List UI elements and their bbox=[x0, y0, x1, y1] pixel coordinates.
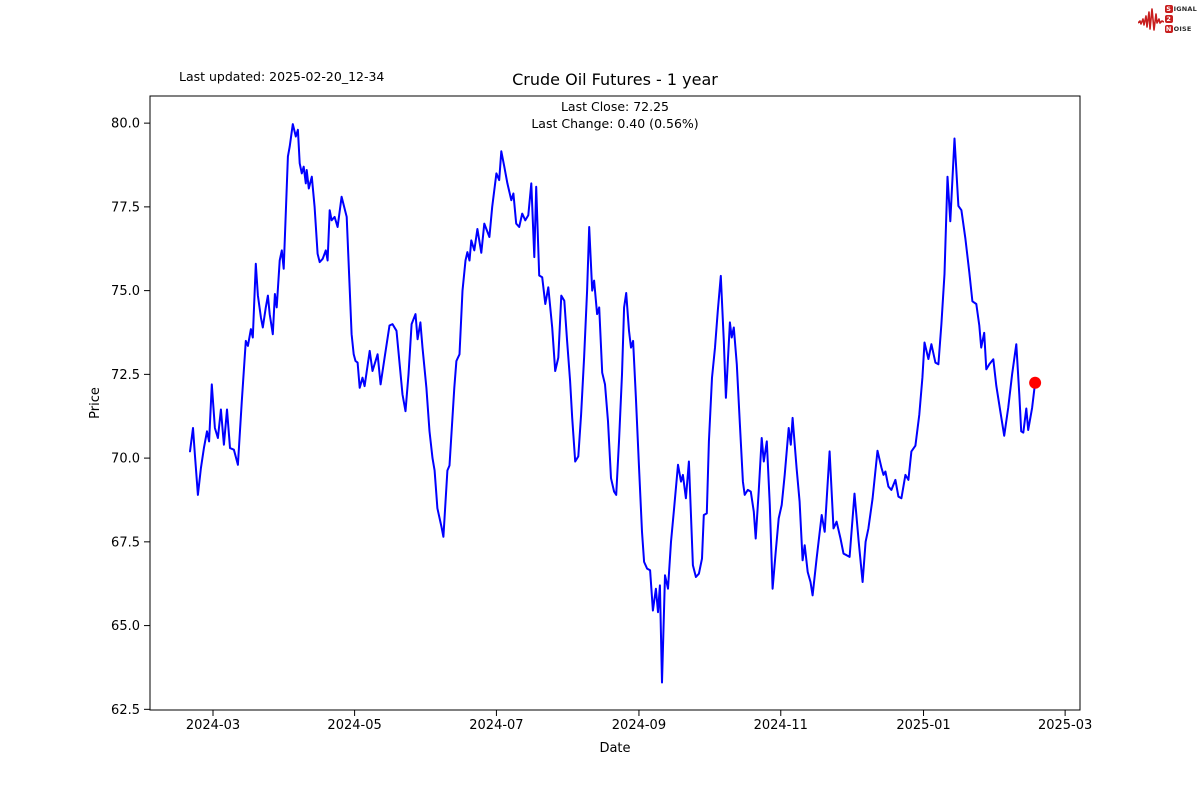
x-tick-label: 2024-03 bbox=[186, 718, 240, 733]
x-axis-label: Date bbox=[599, 741, 630, 756]
plot-frame bbox=[149, 95, 1081, 711]
x-tick-label: 2024-09 bbox=[612, 718, 666, 733]
y-tick-label: 80.0 bbox=[111, 117, 140, 132]
y-tick-label: 67.5 bbox=[111, 535, 140, 550]
y-tick-label: 70.0 bbox=[111, 452, 140, 467]
logo-letter-n: N bbox=[1164, 24, 1173, 33]
y-tick-label: 62.5 bbox=[111, 703, 140, 718]
x-tick-label: 2024-11 bbox=[754, 718, 808, 733]
price-line bbox=[189, 123, 1037, 684]
logo-letter-s: S bbox=[1164, 4, 1173, 13]
y-axis-label: Price bbox=[88, 387, 103, 419]
y-tick-label: 77.5 bbox=[111, 200, 140, 215]
waveform-icon bbox=[1137, 7, 1164, 31]
x-tick-label: 2024-05 bbox=[327, 718, 381, 733]
y-tick-label: 72.5 bbox=[111, 368, 140, 383]
last-close-annotation: Last Close: 72.25 Last Change: 0.40 (0.5… bbox=[150, 98, 1080, 132]
last-change-line: Last Change: 0.40 (0.56%) bbox=[531, 116, 699, 131]
logo-letter-2: 2 bbox=[1164, 14, 1173, 23]
logo-row-signal: S IGNAL bbox=[1164, 4, 1197, 13]
y-tick-label: 75.0 bbox=[111, 284, 140, 299]
x-tick-label: 2025-01 bbox=[896, 718, 950, 733]
last-close-line: Last Close: 72.25 bbox=[560, 99, 670, 114]
x-tick-label: 2024-07 bbox=[469, 718, 523, 733]
chart-title: Crude Oil Futures - 1 year bbox=[512, 70, 718, 89]
y-tick-label: 65.0 bbox=[111, 619, 140, 634]
last-close-marker bbox=[1029, 376, 1042, 389]
signal2noise-logo: S IGNAL 2 N OISE bbox=[1137, 4, 1197, 33]
logo-text-oise: OISE bbox=[1173, 24, 1192, 33]
x-tick-label: 2025-03 bbox=[1038, 718, 1092, 733]
logo-row-noise: N OISE bbox=[1164, 24, 1197, 33]
last-updated-text: Last updated: 2025-02-20_12-34 bbox=[179, 69, 385, 84]
logo-row-two: 2 bbox=[1164, 14, 1197, 23]
logo-text-ignal: IGNAL bbox=[1173, 4, 1197, 13]
